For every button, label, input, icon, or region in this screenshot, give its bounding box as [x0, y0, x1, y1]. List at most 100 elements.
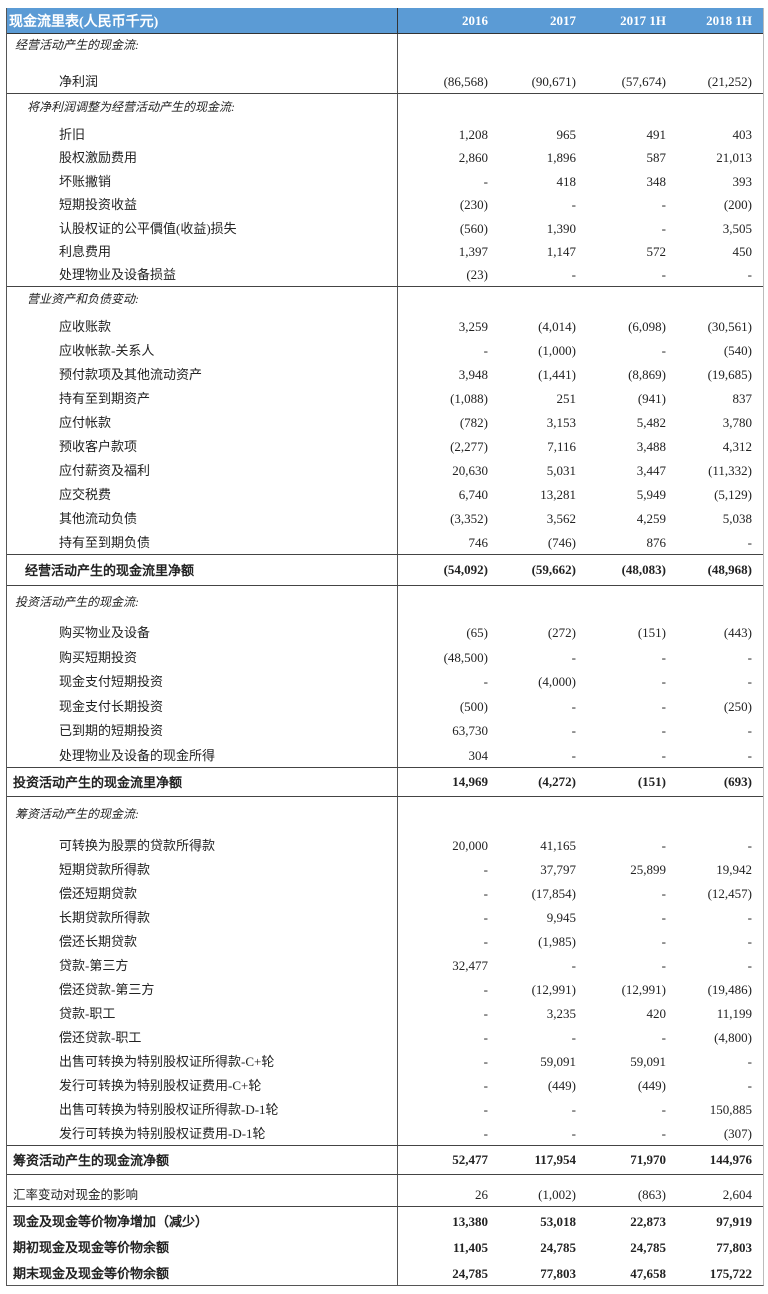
cell-value: - — [661, 220, 666, 236]
cell-value: (4,272) — [538, 773, 576, 789]
cell-value: 491 — [646, 126, 667, 142]
cell-value: 97,919 — [716, 1213, 752, 1229]
cell-value: (200) — [723, 197, 752, 212]
cell-value: (1,441) — [538, 366, 576, 382]
cell-value: - — [661, 723, 666, 738]
cell-value: - — [571, 698, 576, 714]
cell-value: - — [661, 698, 666, 714]
cell-value: 20,000 — [452, 837, 488, 853]
cell-value: (4,014) — [538, 318, 576, 334]
row-label: 处理物业及设备的现金所得 — [7, 742, 398, 767]
cell-value: 22,873 — [630, 1213, 666, 1229]
cell-value: - — [571, 747, 576, 763]
cell-value: - — [483, 1125, 488, 1141]
cell-value: 1,147 — [546, 244, 576, 259]
cell-value: - — [571, 1125, 576, 1141]
cell-value: - — [661, 909, 666, 925]
row-label: 营业资产和负债变动: — [7, 286, 398, 314]
cell-value: 2,860 — [458, 150, 488, 165]
cell-value: 418 — [556, 173, 577, 189]
cell-value: (746) — [547, 534, 576, 550]
cell-value: 1,390 — [546, 220, 576, 236]
cell-value: (1,088) — [450, 390, 488, 406]
cell-value: - — [661, 266, 666, 282]
row-label: 已到期的短期投资 — [7, 717, 398, 742]
cell-value: (3,352) — [450, 510, 488, 526]
section-header-row: 营业资产和负债变动: — [7, 286, 763, 314]
table-row: 处理物业及设备的现金所得 304 - - - — [7, 742, 763, 767]
cell-value: 5,482 — [636, 414, 666, 430]
total-row: 投资活动产生的现金流里净额 14,969 (4,272) (151) (693) — [7, 766, 763, 797]
cell-value: 47,658 — [630, 1265, 666, 1281]
table-body: 经营活动产生的现金流: 净利润 (86,568) (90,671) (57,674) (2… — [7, 34, 763, 1285]
cell-value: (151) — [637, 773, 666, 789]
total-row: 期初现金及现金等价物余额 11,405 24,785 24,785 77,803 — [7, 1232, 763, 1259]
row-label: 其他流动负债 — [7, 505, 398, 530]
cell-value: (500) — [459, 698, 488, 714]
table-row: 偿还短期贷款 - (17,854) - (12,457) — [7, 880, 763, 905]
cell-value: - — [661, 1029, 666, 1045]
cell-value: 5,031 — [546, 462, 576, 478]
cell-value: - — [571, 649, 576, 665]
row-label: 期末现金及现金等价物余额 — [7, 1258, 398, 1285]
cell-value: 11,199 — [716, 1005, 752, 1021]
cell-value: - — [747, 534, 752, 550]
table-row: 偿还贷款-职工 - - - (4,800) — [7, 1024, 763, 1049]
row-label: 短期贷款所得款 — [7, 856, 398, 881]
table-row: 贷款-职工 - 3,235 420 11,199 — [7, 1000, 763, 1025]
table-row: 贷款-第三方 32,477 - - - — [7, 952, 763, 977]
column-header: 2017 — [550, 12, 576, 28]
table-row: 坏账撇销 - 418 348 393 — [7, 169, 763, 193]
row-label: 筹资活动产生的现金流净额 — [7, 1145, 398, 1174]
cell-value: (48,968) — [707, 561, 752, 577]
cell-value: - — [661, 885, 666, 901]
row-label: 发行可转换为特别股权证费用-C+轮 — [7, 1072, 398, 1097]
cell-value: (230) — [459, 197, 488, 212]
cell-value: - — [747, 957, 752, 973]
cell-value: - — [661, 957, 666, 973]
cell-value: - — [571, 1029, 576, 1045]
cell-value: 304 — [468, 747, 489, 763]
cell-value: - — [747, 837, 752, 853]
cell-value: - — [661, 837, 666, 853]
cell-value: 25,899 — [630, 861, 666, 877]
cell-value: (560) — [459, 220, 488, 236]
cell-value: - — [483, 909, 488, 925]
row-label: 坏账撇销 — [7, 169, 398, 193]
row-label: 现金支付短期投资 — [7, 668, 398, 693]
cell-value: (11,332) — [708, 462, 752, 478]
cell-value: 965 — [556, 126, 577, 142]
row-label: 购买物业及设备 — [7, 619, 398, 644]
table-row: 出售可转换为特别股权证所得款-C+轮 - 59,091 59,091 - — [7, 1048, 763, 1073]
row-label: 折旧 — [7, 122, 398, 146]
table-row: 预付款项及其他流动资产 3,948 (1,441) (8,869) (19,685) — [7, 361, 763, 386]
column-header: 2017 1H — [620, 12, 666, 28]
cell-value: - — [661, 674, 666, 689]
cell-value: (1,985) — [538, 933, 576, 949]
cell-value: 24,785 — [452, 1265, 488, 1281]
cell-value: 6,740 — [458, 486, 488, 502]
row-label: 股权激励费用 — [7, 145, 398, 169]
cell-value: 20,630 — [452, 462, 488, 478]
cell-value: 77,803 — [716, 1239, 752, 1255]
row-label: 利息费用 — [7, 239, 398, 263]
cell-value: (863) — [637, 1186, 666, 1202]
cell-value: - — [661, 1125, 666, 1141]
cell-value: (57,674) — [621, 74, 666, 89]
cell-value: 26 — [475, 1186, 488, 1202]
cell-value: 175,722 — [709, 1265, 752, 1281]
row-label: 将净利润调整为经营活动产生的现金流: — [7, 94, 398, 122]
cell-value: (4,000) — [538, 674, 576, 689]
cell-value: 1,397 — [458, 244, 488, 259]
cell-value: 5,038 — [722, 510, 752, 526]
cell-value: - — [483, 1029, 488, 1045]
cell-value: - — [661, 649, 666, 665]
cell-value: 24,785 — [630, 1239, 666, 1255]
cell-value: - — [571, 1101, 576, 1117]
table-row: 发行可转换为特别股权证费用-D-1轮 - - - (307) — [7, 1120, 763, 1145]
table-row: 折旧 1,208 965 491 403 — [7, 122, 763, 146]
cell-value: 71,970 — [630, 1151, 666, 1167]
cell-value: - — [571, 723, 576, 738]
row-label: 应付帐款 — [7, 409, 398, 434]
cell-value: (5,129) — [714, 486, 752, 502]
